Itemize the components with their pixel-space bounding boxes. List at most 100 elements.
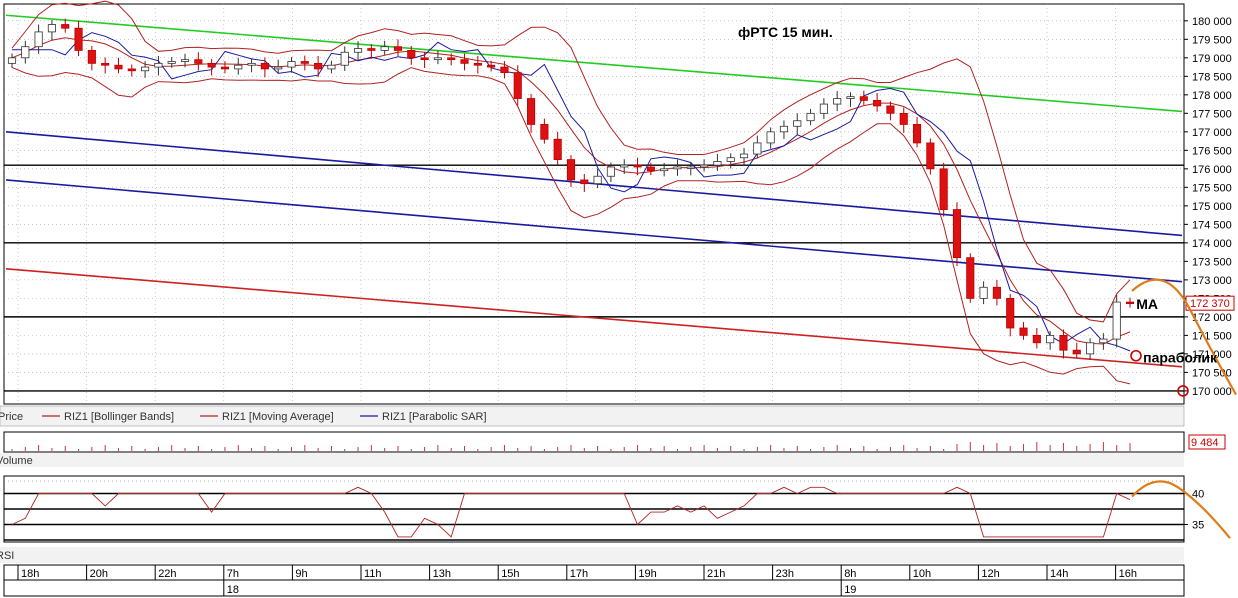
- candle-body: [899, 112, 908, 125]
- volume-frame: [3, 431, 1185, 453]
- time-label: 19h: [638, 568, 656, 580]
- candle: [300, 55, 309, 71]
- candle-body: [473, 62, 482, 66]
- candle-body: [713, 161, 722, 166]
- candle-body: [114, 64, 123, 70]
- candle: [739, 148, 749, 167]
- candle: [553, 131, 562, 166]
- target-marker: [1177, 385, 1189, 397]
- candle-body: [247, 62, 256, 66]
- candle: [380, 40, 389, 55]
- rsi-series: [11, 486, 1131, 538]
- candle-body: [939, 168, 948, 210]
- candle: [1019, 322, 1028, 340]
- time-label: 13h: [433, 568, 451, 580]
- candle-body: [540, 124, 549, 140]
- candle-body: [1032, 334, 1041, 344]
- candle-body: [7, 57, 17, 64]
- candle-body: [207, 62, 216, 68]
- time-axis: 18h 20h 22h 7h 9h 11h 13h 15h 17h 19h 21h 23h 8h 10h 1…: [3, 564, 1185, 597]
- candle: [353, 41, 363, 60]
- trend-lines: [5, 14, 1183, 368]
- date-label: 19: [844, 584, 856, 596]
- price-tick-label: 180 000: [1192, 16, 1232, 28]
- candle-body: [487, 64, 496, 68]
- candle: [500, 61, 509, 79]
- time-label: 14h: [1050, 568, 1068, 580]
- candle: [1072, 342, 1081, 359]
- date-label: 18: [227, 584, 239, 596]
- price-tick-label: 171 500: [1192, 330, 1232, 342]
- candle: [660, 162, 669, 177]
- candle-body: [886, 105, 895, 114]
- price-tick-label: 172 000: [1192, 312, 1232, 324]
- candle-body: [513, 72, 522, 99]
- candle-body: [87, 50, 96, 64]
- candle: [873, 92, 882, 112]
- candle-body: [753, 142, 762, 155]
- candle: [74, 20, 83, 57]
- candle-body: [580, 179, 589, 185]
- legend-price-label: Price: [0, 411, 23, 423]
- chart-title: фРТС 15 мин.: [738, 24, 833, 40]
- time-axis-row: [3, 564, 1185, 581]
- candle: [1112, 294, 1121, 348]
- candle: [833, 91, 842, 112]
- candle: [1059, 329, 1068, 359]
- candle: [247, 58, 256, 73]
- candle: [753, 135, 762, 159]
- candle: [1006, 293, 1015, 337]
- candle: [819, 98, 828, 120]
- candle-body: [859, 96, 868, 101]
- candle-body: [127, 68, 136, 72]
- candle: [966, 253, 975, 303]
- candle: [859, 90, 868, 105]
- candle: [420, 51, 429, 68]
- trend-line: [5, 14, 1183, 113]
- volume-bars: [11, 442, 1131, 451]
- candle-body: [407, 50, 416, 59]
- time-label: 23h: [776, 568, 794, 580]
- candle: [992, 279, 1001, 306]
- candle: [327, 60, 336, 74]
- candles: [7, 18, 1135, 360]
- time-label: 17h: [570, 568, 588, 580]
- candle-body: [287, 61, 296, 68]
- time-label: 8h: [844, 568, 856, 580]
- candle: [899, 107, 908, 133]
- candle-body: [739, 153, 749, 159]
- candle-body: [1059, 334, 1068, 351]
- candle: [487, 60, 496, 72]
- candle: [620, 159, 629, 175]
- candle: [540, 118, 549, 144]
- candle: [433, 50, 442, 65]
- sar-marker: [1130, 349, 1142, 362]
- candle: [47, 20, 56, 41]
- candle-body: [34, 31, 43, 48]
- bollinger-lower: [11, 66, 1131, 385]
- candle: [127, 64, 136, 77]
- candle-body: [846, 96, 855, 99]
- candle-body: [460, 59, 469, 64]
- candle-body: [433, 57, 442, 61]
- candle-body: [873, 99, 882, 107]
- price-tick-label: 177 500: [1192, 108, 1232, 120]
- candle-body: [1006, 297, 1015, 329]
- candle: [87, 45, 96, 71]
- rsi-axis: 40 35: [1184, 489, 1204, 532]
- time-label: 20h: [90, 568, 108, 580]
- candle-body: [1072, 349, 1081, 355]
- candle-body: [1125, 301, 1135, 304]
- candle-body: [353, 48, 363, 53]
- time-label: 7h: [227, 568, 239, 580]
- candle: [1032, 327, 1041, 349]
- price-tick-label: 176 000: [1192, 164, 1232, 176]
- candle: [7, 53, 17, 68]
- candle: [393, 39, 403, 57]
- candle: [766, 127, 775, 149]
- candle: [101, 57, 110, 74]
- forecast-curve: [1131, 278, 1237, 396]
- candle: [447, 53, 456, 66]
- candle-body: [686, 166, 695, 169]
- candle-body: [154, 62, 163, 68]
